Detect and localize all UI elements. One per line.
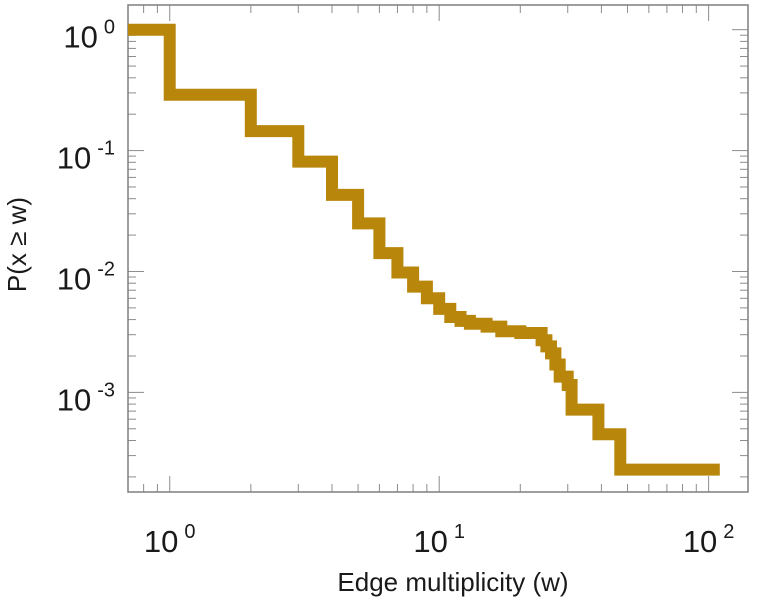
tick-exponent: 0 xyxy=(184,521,195,543)
y-tick-label: 10 -2 xyxy=(57,258,115,296)
tick-base: 10 xyxy=(683,524,717,559)
tick-exponent: 0 xyxy=(104,17,115,39)
y-tick-label: 10 0 xyxy=(63,17,115,55)
tick-base: 10 xyxy=(63,20,97,55)
tick-base: 10 xyxy=(57,141,91,176)
tick-base: 10 xyxy=(413,524,447,559)
y-axis-label: P(x ≥ w) xyxy=(2,197,32,292)
ccdf-step-line xyxy=(128,23,720,476)
tick-exponent: -3 xyxy=(97,379,115,401)
x-tick-label: 10 2 xyxy=(683,521,735,559)
x-tick-label: 10 1 xyxy=(413,521,465,559)
tick-exponent: 1 xyxy=(454,521,465,543)
tick-exponent: -1 xyxy=(97,138,115,160)
x-axis-label: Edge multiplicity (w) xyxy=(337,567,568,597)
tick-base: 10 xyxy=(57,382,91,417)
axis-ticks xyxy=(127,5,748,492)
x-tick-labels: 10 0 10 1 10 2 xyxy=(144,521,734,559)
y-tick-label: 10 -1 xyxy=(57,138,115,176)
y-tick-label: 10 -3 xyxy=(57,379,115,417)
tick-exponent: 2 xyxy=(723,521,734,543)
y-tick-labels: 10 0 10 -1 10 -2 10 -3 xyxy=(57,17,115,418)
tick-base: 10 xyxy=(57,261,91,296)
tick-exponent: -2 xyxy=(97,258,115,280)
plot-frame xyxy=(127,4,749,493)
x-tick-label: 10 0 xyxy=(144,521,196,559)
tick-base: 10 xyxy=(144,524,178,559)
